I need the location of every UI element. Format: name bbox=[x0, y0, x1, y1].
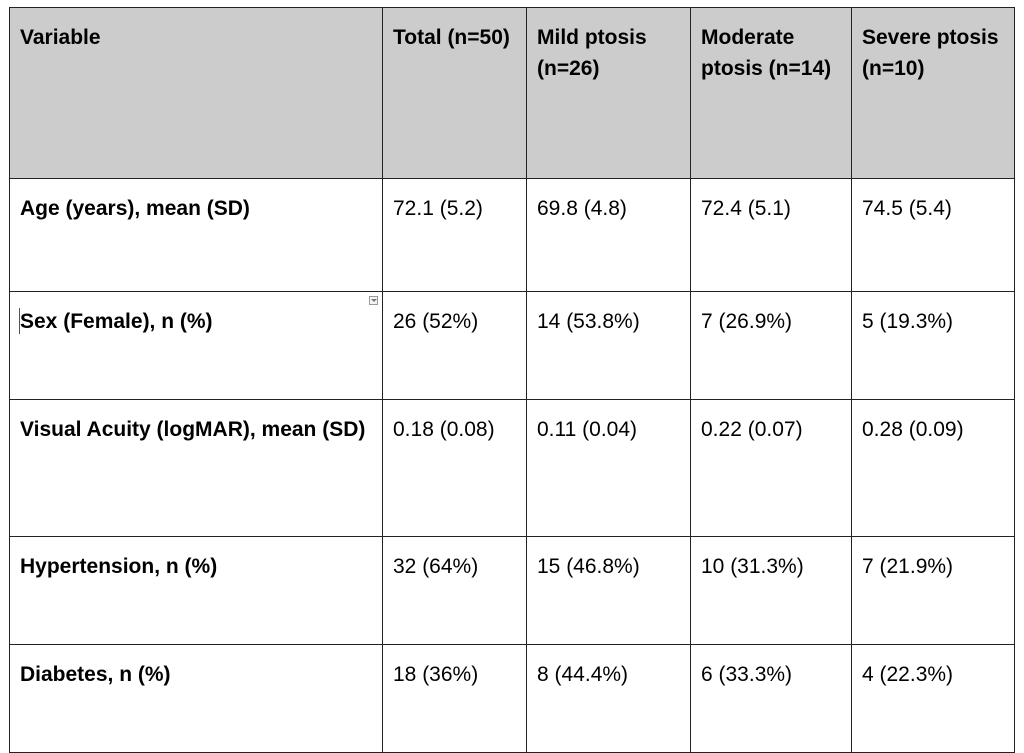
row-label-diabetes[interactable]: Diabetes, n (%) bbox=[9, 644, 383, 753]
table-row: Age (years), mean (SD) 72.1 (5.2) 69.8 (… bbox=[9, 178, 1015, 292]
table-cell[interactable]: 5 (19.3%) bbox=[851, 291, 1015, 400]
table-header-row: Variable Total (n=50) Mild ptosis (n=26)… bbox=[9, 7, 1015, 179]
table-cell[interactable]: 69.8 (4.8) bbox=[526, 178, 691, 292]
table-cell[interactable]: 0.28 (0.09) bbox=[851, 399, 1015, 537]
row-label-age[interactable]: Age (years), mean (SD) bbox=[9, 178, 383, 292]
table-cell[interactable]: 0.22 (0.07) bbox=[690, 399, 852, 537]
table-cell[interactable]: 7 (26.9%) bbox=[690, 291, 852, 400]
table-cell[interactable]: 72.4 (5.1) bbox=[690, 178, 852, 292]
table-cell[interactable]: 72.1 (5.2) bbox=[382, 178, 527, 292]
header-cell-moderate[interactable]: Moderate ptosis (n=14) bbox=[690, 7, 852, 179]
table-cell[interactable]: 7 (21.9%) bbox=[851, 536, 1015, 645]
row-label-sex-cell[interactable]: Sex (Female), n (%) bbox=[9, 291, 383, 400]
table-cell[interactable]: 14 (53.8%) bbox=[526, 291, 691, 400]
table-row: Hypertension, n (%) 32 (64%) 15 (46.8%) … bbox=[9, 536, 1015, 645]
table-cell[interactable]: 32 (64%) bbox=[382, 536, 527, 645]
table-cell[interactable]: 6 (33.3%) bbox=[690, 644, 852, 753]
table-cell[interactable]: 0.18 (0.08) bbox=[382, 399, 527, 537]
table-row: Diabetes, n (%) 18 (36%) 8 (44.4%) 6 (33… bbox=[9, 644, 1015, 753]
document-page: Variable Total (n=50) Mild ptosis (n=26)… bbox=[9, 7, 1015, 753]
row-label-sex: Sex (Female), n (%) bbox=[20, 310, 213, 333]
cell-dropdown-icon[interactable] bbox=[369, 296, 378, 305]
table-cell[interactable]: 10 (31.3%) bbox=[690, 536, 852, 645]
text-cursor bbox=[19, 308, 20, 334]
table-cell[interactable]: 4 (22.3%) bbox=[851, 644, 1015, 753]
table-cell[interactable]: 8 (44.4%) bbox=[526, 644, 691, 753]
row-label-hypertension[interactable]: Hypertension, n (%) bbox=[9, 536, 383, 645]
header-cell-variable[interactable]: Variable bbox=[9, 7, 383, 179]
demographics-table: Variable Total (n=50) Mild ptosis (n=26)… bbox=[9, 7, 1015, 753]
table-cell[interactable]: 0.11 (0.04) bbox=[526, 399, 691, 537]
table-cell[interactable]: 26 (52%) bbox=[382, 291, 527, 400]
header-cell-mild[interactable]: Mild ptosis (n=26) bbox=[526, 7, 691, 179]
header-cell-severe[interactable]: Severe ptosis (n=10) bbox=[851, 7, 1015, 179]
table-row: Sex (Female), n (%) 26 (52%) 14 (53.8%) … bbox=[9, 291, 1015, 400]
table-cell[interactable]: 74.5 (5.4) bbox=[851, 178, 1015, 292]
table-cell[interactable]: 18 (36%) bbox=[382, 644, 527, 753]
table-cell[interactable]: 15 (46.8%) bbox=[526, 536, 691, 645]
table-row: Visual Acuity (logMAR), mean (SD) 0.18 (… bbox=[9, 399, 1015, 537]
row-label-visual-acuity[interactable]: Visual Acuity (logMAR), mean (SD) bbox=[9, 399, 383, 537]
header-cell-total[interactable]: Total (n=50) bbox=[382, 7, 527, 179]
